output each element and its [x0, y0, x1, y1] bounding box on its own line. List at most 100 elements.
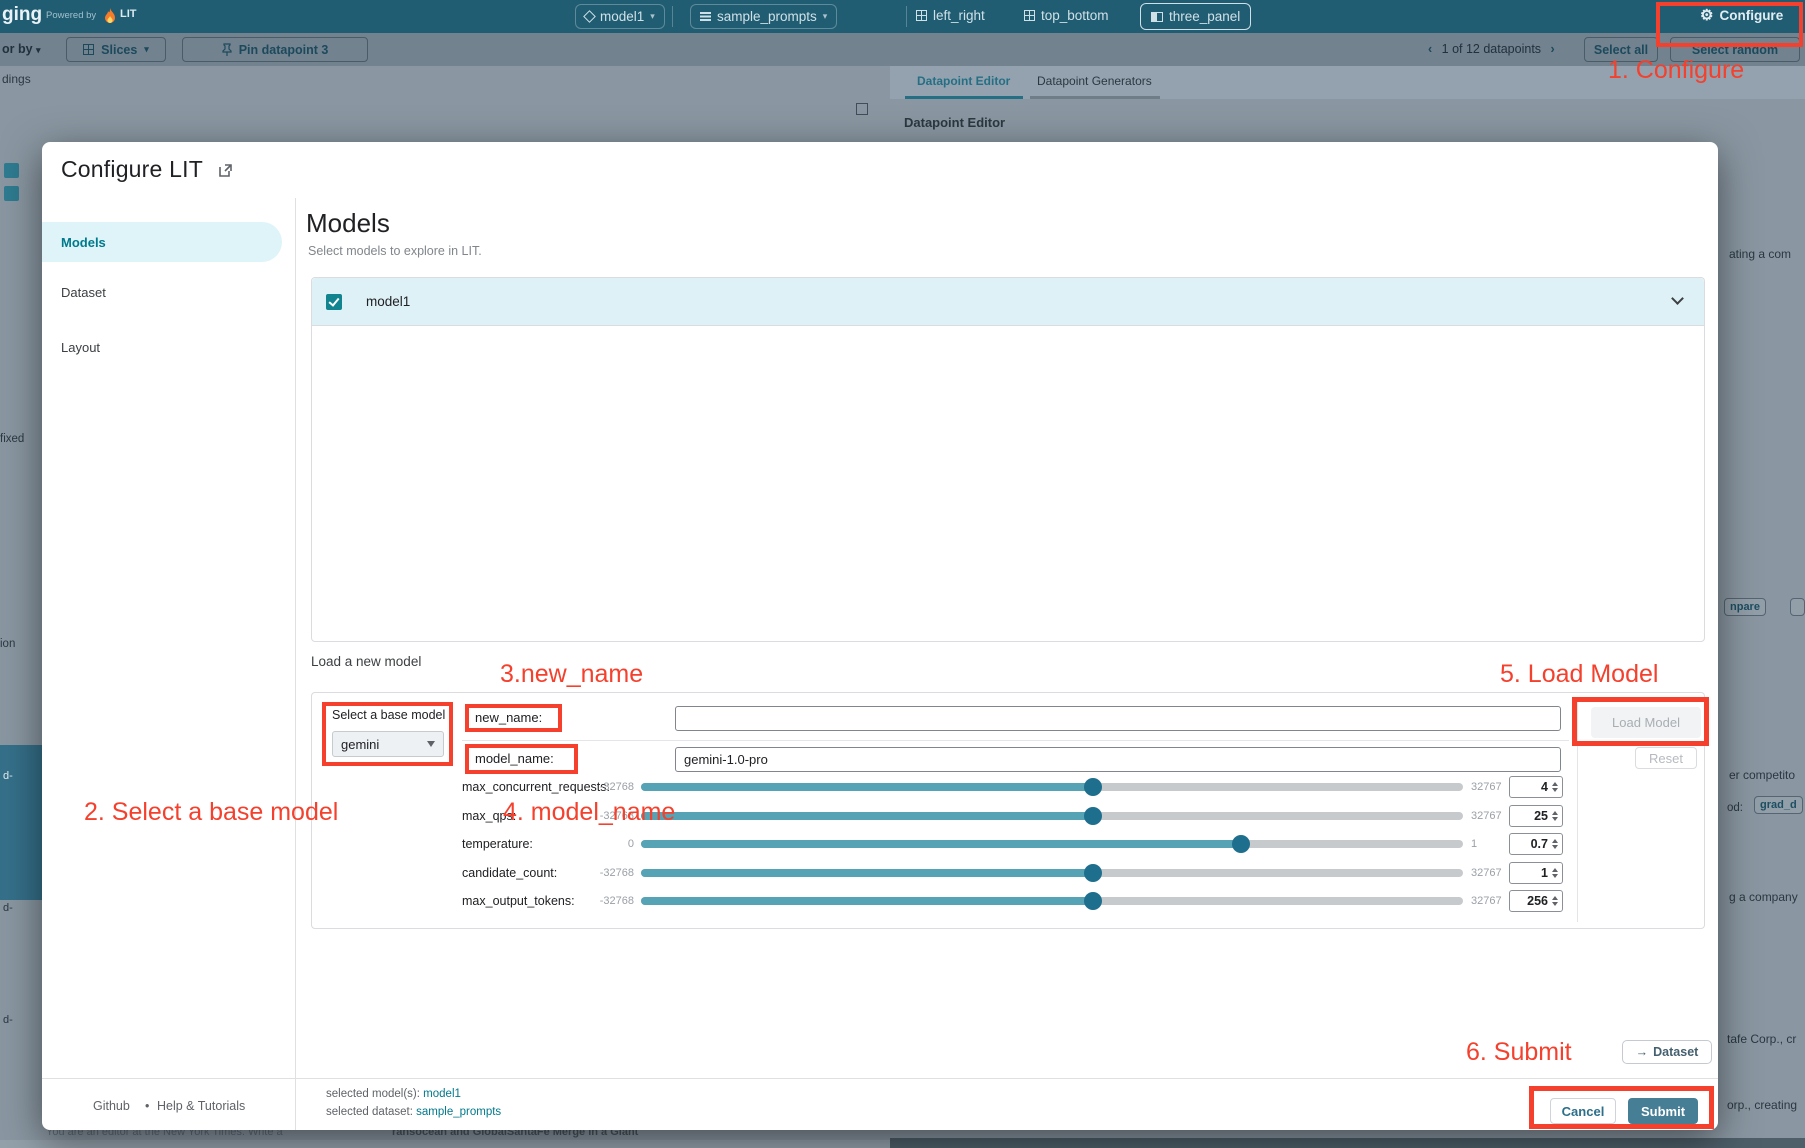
layout-grid-icon — [1024, 10, 1035, 21]
slider-track[interactable] — [641, 806, 1463, 825]
slider-track[interactable] — [641, 778, 1463, 796]
lit-flame-icon — [105, 8, 115, 23]
model-selector-label: model1 — [600, 9, 645, 24]
slider-handle[interactable] — [1232, 835, 1250, 853]
annotation-box-load-model — [1572, 697, 1709, 746]
caret-down-icon: ▾ — [822, 11, 828, 21]
slider-track[interactable] — [641, 863, 1463, 882]
slider-value: 256 — [1527, 894, 1548, 908]
slider-label: max_concurrent_requests: — [462, 780, 610, 794]
slider-handle[interactable] — [1084, 863, 1102, 882]
model-selector-button[interactable]: model1 ▾ — [575, 4, 665, 29]
spinner-arrows-icon[interactable] — [1552, 867, 1558, 878]
selected-dataset-link[interactable]: sample_prompts — [416, 1106, 502, 1118]
right-fragment-text: g a company — [1729, 890, 1798, 904]
tab-datapoint-editor[interactable]: Datapoint Editor — [917, 74, 1011, 88]
pin-icon — [222, 42, 232, 56]
spinner-arrows-icon[interactable] — [1552, 839, 1558, 849]
parameter-slider-row: candidate_count: -32768 32767 1 — [312, 861, 1572, 884]
layout-panel-icon — [1151, 11, 1163, 22]
select-all-button[interactable]: Select all — [1584, 37, 1658, 62]
slider-max-value: 32767 — [1471, 866, 1502, 879]
help-tutorials-link[interactable]: Help & Tutorials — [157, 1099, 246, 1113]
expand-module-icon[interactable] — [856, 103, 868, 115]
datapoint-pagination: ‹ 1 of 12 datapoints › — [1428, 42, 1555, 56]
slider-max-value: 32767 — [1471, 781, 1502, 793]
powered-by-label: Powered by — [46, 10, 97, 21]
reset-button[interactable]: Reset — [1635, 747, 1697, 769]
inactive-tab-underline — [1030, 96, 1160, 99]
dataset-selector-button[interactable]: sample_prompts ▾ — [690, 4, 838, 29]
layout-label: left_right — [933, 8, 985, 23]
configure-label: Configure — [1719, 7, 1784, 23]
slices-button[interactable]: Slices ▾ — [66, 37, 166, 62]
prev-datapoint-chevron[interactable]: ‹ — [1428, 42, 1433, 56]
tab-datapoint-generators[interactable]: Datapoint Generators — [1037, 74, 1152, 88]
load-model-button[interactable]: Load Model — [1591, 707, 1701, 738]
slider-number-input[interactable]: 0.7 — [1509, 833, 1563, 855]
go-to-dataset-button[interactable]: → Dataset — [1622, 1040, 1712, 1064]
slider-number-input[interactable]: 256 — [1509, 890, 1563, 912]
slider-handle[interactable] — [1084, 892, 1102, 910]
selected-model-link[interactable]: model1 — [423, 1088, 461, 1100]
parameter-slider-row: max_output_tokens: -32768 32767 256 — [312, 890, 1572, 912]
cancel-button[interactable]: Cancel — [1550, 1098, 1616, 1124]
model-row-model1[interactable]: model1 — [312, 278, 1704, 326]
grad-dot-button-fragment[interactable]: grad_d — [1754, 796, 1803, 814]
slider-max-value: 32767 — [1471, 809, 1502, 822]
arrow-right-icon: → — [1635, 1045, 1649, 1059]
slider-number-input[interactable]: 4 — [1509, 776, 1563, 798]
open-in-new-icon[interactable] — [218, 163, 233, 178]
slider-min-value: -32768 — [599, 781, 634, 793]
base-model-label: Select a base model — [332, 708, 446, 722]
layout-button-three-panel-selected[interactable]: three_panel — [1140, 3, 1252, 30]
sidebar-item-layout[interactable]: Layout — [61, 339, 101, 355]
github-link[interactable]: Github — [93, 1099, 130, 1113]
slider-number-input[interactable]: 1 — [1509, 861, 1563, 884]
configure-button[interactable]: ⚙ Configure — [1700, 6, 1783, 24]
slider-label: temperature: — [462, 837, 533, 851]
dot-separator: • — [145, 1099, 150, 1113]
base-model-select[interactable]: gemini — [332, 731, 444, 757]
chevron-down-icon[interactable] — [1671, 292, 1684, 305]
compare-button-fragment[interactable]: npare — [1724, 598, 1766, 616]
spinner-arrows-icon[interactable] — [1552, 896, 1558, 906]
model-name-input[interactable] — [675, 747, 1561, 772]
top-app-bar: ging Powered by LIT model1 ▾ sample_prom… — [0, 0, 1805, 33]
annotation-step1: 1. Configure — [1608, 56, 1745, 84]
pin-datapoint-button[interactable]: Pin datapoint 3 — [182, 37, 368, 62]
sidebar-item-models[interactable]: Models — [42, 222, 282, 262]
annotation-box-base-model — [322, 702, 453, 766]
parameter-slider-row: max_qps: -32768 32767 25 — [312, 804, 1572, 827]
layout-button-top-bottom[interactable]: top_bottom — [1024, 8, 1109, 23]
base-model-value: gemini — [341, 736, 380, 752]
slider-label: max_output_tokens: — [462, 894, 575, 908]
color-by-button[interactable]: or by ▾ — [2, 42, 41, 56]
button-fragment[interactable] — [1790, 598, 1805, 616]
submit-button[interactable]: Submit — [1628, 1098, 1698, 1124]
slider-min-value: -32768 — [599, 866, 634, 879]
sidebar-item-dataset[interactable]: Dataset — [61, 284, 106, 300]
load-new-model-title: Load a new model — [311, 654, 422, 669]
slider-number-input[interactable]: 25 — [1509, 804, 1563, 827]
dialog-title: Configure LIT — [61, 156, 203, 182]
model-checkbox-checked[interactable] — [326, 293, 342, 310]
slider-value: 25 — [1534, 808, 1548, 823]
configure-lit-dialog: Configure LIT Models Dataset Layout Mode… — [42, 142, 1718, 1130]
slider-track[interactable] — [641, 835, 1463, 853]
bottom-bar-left — [0, 1140, 890, 1148]
spinner-arrows-icon[interactable] — [1552, 810, 1558, 821]
next-datapoint-chevron[interactable]: › — [1550, 42, 1555, 56]
selected-models-line: selected model(s): model1 — [326, 1088, 461, 1100]
layout-label: three_panel — [1169, 9, 1241, 24]
dialog-footer: Github • Help & Tutorials selected model… — [42, 1078, 1718, 1130]
slider-handle[interactable] — [1084, 778, 1102, 796]
slider-track[interactable] — [641, 892, 1463, 910]
spinner-arrows-icon[interactable] — [1552, 782, 1558, 792]
slider-max-value: 1 — [1471, 838, 1478, 850]
new-name-input[interactable] — [675, 706, 1561, 731]
slider-handle[interactable] — [1084, 806, 1102, 825]
slices-label: Slices — [101, 42, 138, 57]
layout-button-left-right[interactable]: left_right — [916, 8, 985, 23]
sidebar-divider — [295, 198, 296, 1130]
